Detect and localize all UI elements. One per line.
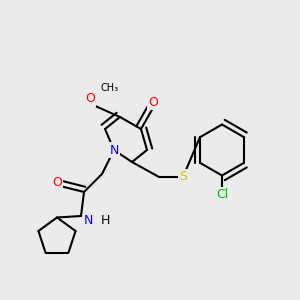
Text: N: N bbox=[109, 143, 119, 157]
Text: S: S bbox=[179, 170, 187, 184]
Text: N: N bbox=[84, 214, 93, 227]
Text: O: O bbox=[148, 95, 158, 109]
Text: H: H bbox=[100, 214, 110, 227]
Text: O: O bbox=[85, 92, 95, 106]
Text: Cl: Cl bbox=[216, 188, 228, 202]
Text: O: O bbox=[52, 176, 62, 190]
Text: CH₃: CH₃ bbox=[100, 83, 118, 94]
